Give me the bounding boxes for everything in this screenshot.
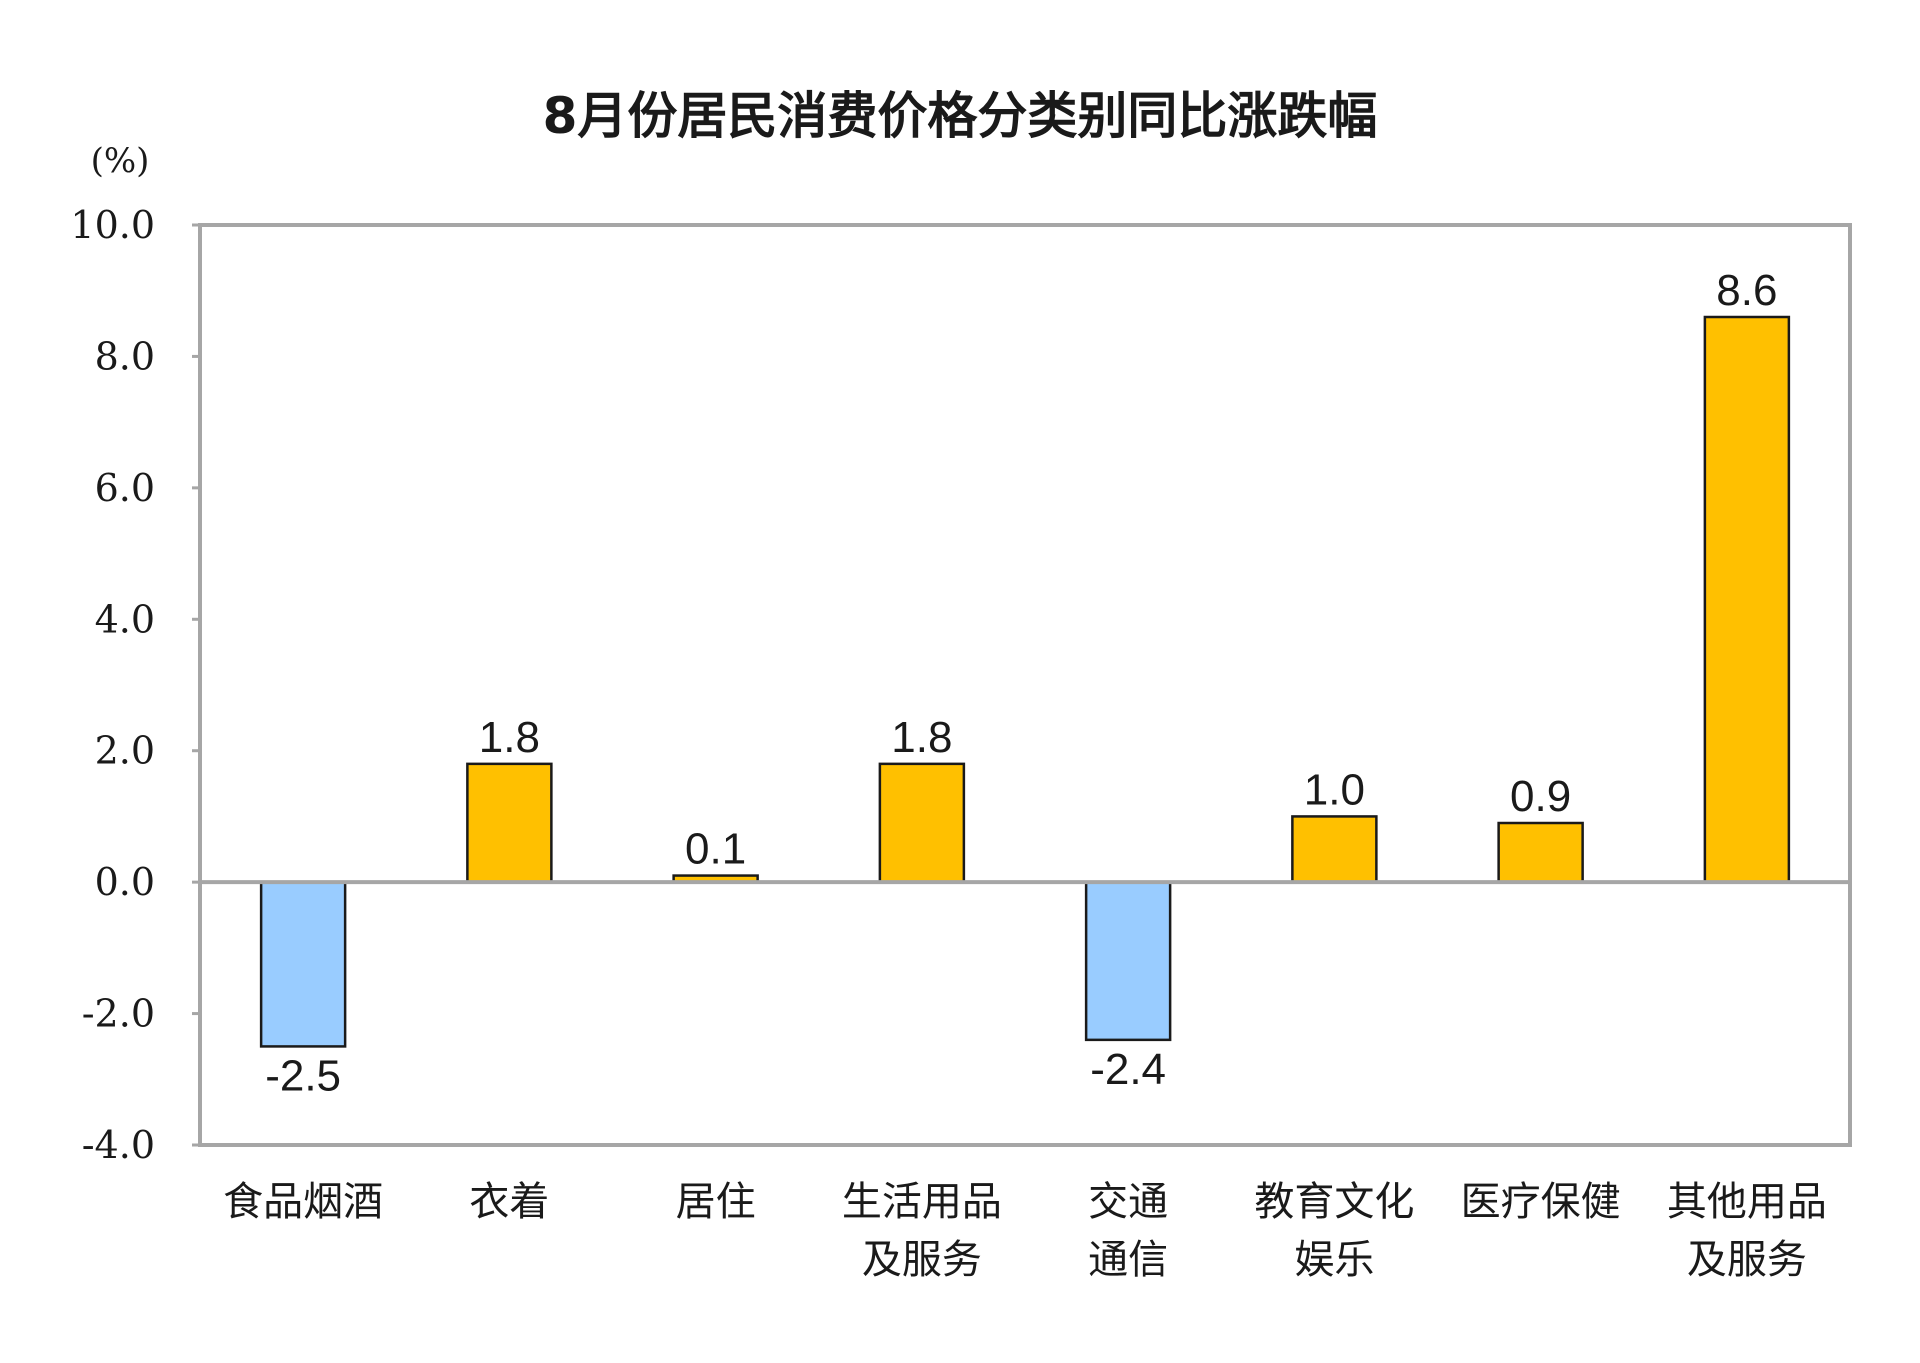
bar [1703, 315, 1791, 884]
category-label: 通信 [1088, 1237, 1168, 1283]
category-label: 生活用品 [842, 1179, 1002, 1225]
bar [1291, 815, 1378, 884]
value-label: -2.5 [265, 1051, 341, 1100]
category-label: 食品烟酒 [223, 1179, 383, 1225]
bar [1497, 821, 1584, 884]
category-label: 娱乐 [1294, 1237, 1374, 1283]
y-tick-label: 8.0 [95, 334, 155, 378]
y-tick-label: 0.0 [95, 860, 155, 904]
y-axis: 10.0 8.0 6.0 4.0 2.0 0.0 -2.0 -4.0 [70, 203, 200, 1167]
category-label: 医疗保健 [1461, 1179, 1621, 1225]
plot-frame [198, 223, 1852, 1147]
y-axis-unit: (%) [91, 141, 150, 181]
value-label: 0.9 [1510, 772, 1571, 821]
value-labels: -2.5 1.8 0.1 1.8 -2.4 1.0 0.9 8.6 [265, 266, 1777, 1100]
y-tick-label: 4.0 [95, 597, 155, 641]
y-tick-label: 6.0 [95, 466, 155, 510]
category-label: 交通 [1088, 1179, 1168, 1225]
category-label: 及服务 [1687, 1237, 1807, 1283]
y-tick-label: 10.0 [70, 203, 155, 247]
value-label: -2.4 [1090, 1045, 1166, 1094]
value-label: 0.1 [685, 825, 746, 874]
bar [1084, 880, 1172, 1042]
y-tick-label: -4.0 [82, 1123, 155, 1167]
value-label: 1.0 [1304, 765, 1365, 814]
y-tick-label: -2.0 [82, 992, 155, 1036]
category-label: 及服务 [862, 1237, 982, 1283]
bar [878, 762, 966, 884]
y-tick-label: 2.0 [95, 729, 155, 773]
value-label: 1.8 [891, 713, 952, 762]
category-label: 衣着 [469, 1179, 549, 1225]
bars [259, 315, 1791, 1048]
chart-title: 8月份居民消费价格分类别同比涨跌幅 [543, 87, 1378, 145]
bar [259, 880, 347, 1048]
value-label: 1.8 [479, 713, 540, 762]
value-label: 8.6 [1716, 266, 1777, 315]
category-label: 居住 [676, 1179, 756, 1225]
category-label: 教育文化 [1254, 1179, 1414, 1225]
category-label: 其他用品 [1667, 1179, 1827, 1225]
bar [466, 762, 553, 884]
